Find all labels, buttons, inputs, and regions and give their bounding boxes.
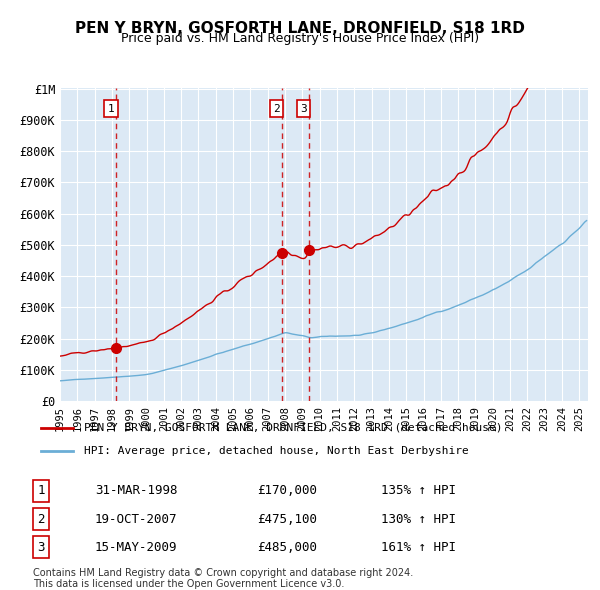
Text: 161% ↑ HPI: 161% ↑ HPI — [381, 541, 456, 554]
Text: 1: 1 — [37, 484, 44, 497]
Text: 31-MAR-1998: 31-MAR-1998 — [95, 484, 178, 497]
Text: HPI: Average price, detached house, North East Derbyshire: HPI: Average price, detached house, Nort… — [84, 446, 469, 456]
Text: 15-MAY-2009: 15-MAY-2009 — [95, 541, 178, 554]
Text: Contains HM Land Registry data © Crown copyright and database right 2024.
This d: Contains HM Land Registry data © Crown c… — [33, 568, 413, 589]
Text: £475,100: £475,100 — [257, 513, 317, 526]
Text: PEN Y BRYN, GOSFORTH LANE, DRONFIELD, S18 1RD: PEN Y BRYN, GOSFORTH LANE, DRONFIELD, S1… — [75, 21, 525, 35]
Text: PEN Y BRYN, GOSFORTH LANE, DRONFIELD, S18 1RD (detached house): PEN Y BRYN, GOSFORTH LANE, DRONFIELD, S1… — [84, 423, 503, 433]
Text: 19-OCT-2007: 19-OCT-2007 — [95, 513, 178, 526]
Text: 2: 2 — [273, 104, 280, 114]
Text: £170,000: £170,000 — [257, 484, 317, 497]
Text: 135% ↑ HPI: 135% ↑ HPI — [381, 484, 456, 497]
Text: 2: 2 — [37, 513, 44, 526]
Text: 130% ↑ HPI: 130% ↑ HPI — [381, 513, 456, 526]
Text: 3: 3 — [300, 104, 307, 114]
Text: £485,000: £485,000 — [257, 541, 317, 554]
Text: Price paid vs. HM Land Registry's House Price Index (HPI): Price paid vs. HM Land Registry's House … — [121, 32, 479, 45]
Text: 1: 1 — [107, 104, 115, 114]
Text: 3: 3 — [37, 541, 44, 554]
